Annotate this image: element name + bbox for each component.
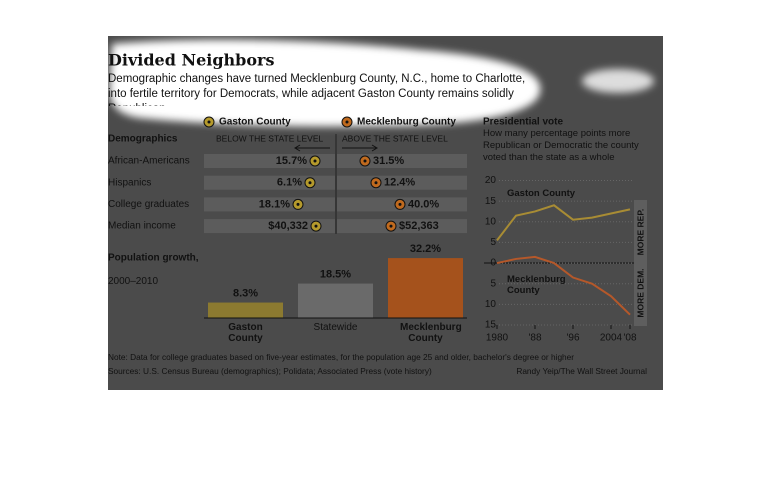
county-dot-center: [389, 224, 393, 228]
x-tick-label: 1980: [486, 333, 509, 344]
bar-title: Population growth,: [108, 253, 199, 264]
subtitle-box: Demographic changes have turned Mecklenb…: [108, 73, 526, 106]
direction-annotation: MORE REP.: [635, 209, 645, 256]
row-label: African-Americans: [108, 156, 190, 167]
y-tick-label: 15: [485, 320, 497, 331]
x-tick-label: 2004: [600, 333, 623, 344]
bar-value-label: 32.2%: [410, 243, 441, 255]
bar-value-label: 18.5%: [320, 268, 351, 280]
gaston-value: 15.7%: [276, 155, 307, 167]
row-band: [204, 175, 335, 190]
row-band: [337, 175, 467, 190]
bar-subtitle: 2000–2010: [108, 276, 159, 287]
y-tick-label: 20: [485, 175, 497, 186]
bar: [208, 302, 283, 318]
highlight: [109, 39, 654, 127]
bar-subtitle-box: 2000–2010: [108, 276, 159, 287]
sources: Sources: U.S. Census Bureau (demographic…: [108, 366, 432, 376]
y-tick-label: 10: [485, 216, 497, 227]
line-title: Presidential vote: [483, 117, 563, 128]
legend-entry: Mecklenburg County: [357, 117, 456, 128]
series-label: Gaston County: [507, 188, 576, 199]
row-label: College graduates: [108, 199, 189, 210]
county-dot-center: [314, 224, 318, 228]
county-dot-center: [308, 181, 312, 185]
y-tick-label: 15: [485, 196, 497, 207]
bar-category: Gaston County: [228, 322, 263, 344]
y-tick-label: 5: [490, 278, 496, 289]
subtitle: Demographic changes have turned Mecklenb…: [108, 73, 526, 106]
gaston-value: 6.1%: [277, 177, 302, 189]
direction-annotation: MORE DEM.: [635, 268, 645, 317]
bar-category-box: Mecklenburg County: [400, 322, 462, 344]
direction-strip: [634, 200, 647, 326]
county-dot-center: [374, 181, 378, 185]
bar-category: Statewide: [313, 322, 358, 333]
bar-category: Mecklenburg County: [400, 322, 462, 344]
note: Note: Data for college graduates based o…: [108, 352, 574, 362]
y-tick-label: 0: [490, 258, 496, 269]
mecklenburg-value: 31.5%: [373, 155, 404, 167]
row-label: Hispanics: [108, 177, 151, 188]
series-line: [496, 204, 631, 241]
x-tick-label: '96: [566, 333, 579, 344]
row-band: [204, 197, 335, 212]
bar-category-box: Gaston County: [228, 322, 263, 344]
county-dot-center: [296, 202, 300, 206]
section-title: Demographics: [108, 134, 178, 145]
mecklenburg-value: $52,363: [399, 220, 439, 232]
gaston-value: 18.1%: [259, 198, 290, 210]
county-dot-center: [398, 202, 402, 206]
credit: Randy Yeip/The Wall Street Journal: [516, 366, 647, 376]
arrows: [294, 144, 378, 152]
mecklenburg-value: 12.4%: [384, 177, 415, 189]
bar: [298, 283, 373, 318]
row-band: [337, 154, 467, 168]
row-label: Median income: [108, 221, 176, 232]
gaston-value: $40,332: [268, 220, 308, 232]
title: Divided Neighbors: [108, 51, 274, 70]
row-band: [204, 219, 335, 234]
y-tick-label: 5: [490, 237, 496, 248]
x-tick-label: '08: [623, 333, 636, 344]
line-subtitle-box: How many percentage points more Republic…: [483, 128, 639, 163]
series-label-box: Mecklenburg County: [507, 274, 566, 296]
series-line: [496, 255, 631, 316]
series-label: Mecklenburg County: [507, 274, 566, 296]
x-tick-label: '88: [528, 333, 541, 344]
county-dot-center: [313, 159, 317, 163]
direction-label: BELOW THE STATE LEVEL: [216, 133, 323, 143]
series-label-box: Gaston County: [507, 188, 576, 199]
y-tick-label: 10: [485, 299, 497, 310]
row-band: [204, 154, 335, 168]
bar: [388, 258, 463, 318]
county-dot-center: [207, 120, 211, 124]
county-dot-center: [345, 120, 349, 124]
row-band: [337, 219, 467, 234]
bar-category-box: Statewide: [313, 322, 358, 333]
direction-label: ABOVE THE STATE LEVEL: [342, 133, 448, 143]
line-subtitle: How many percentage points more Republic…: [483, 128, 639, 163]
legend-entry: Gaston County: [219, 117, 291, 128]
mecklenburg-value: 40.0%: [408, 198, 439, 210]
county-dot-center: [363, 159, 367, 163]
bar-value-label: 8.3%: [233, 287, 258, 299]
